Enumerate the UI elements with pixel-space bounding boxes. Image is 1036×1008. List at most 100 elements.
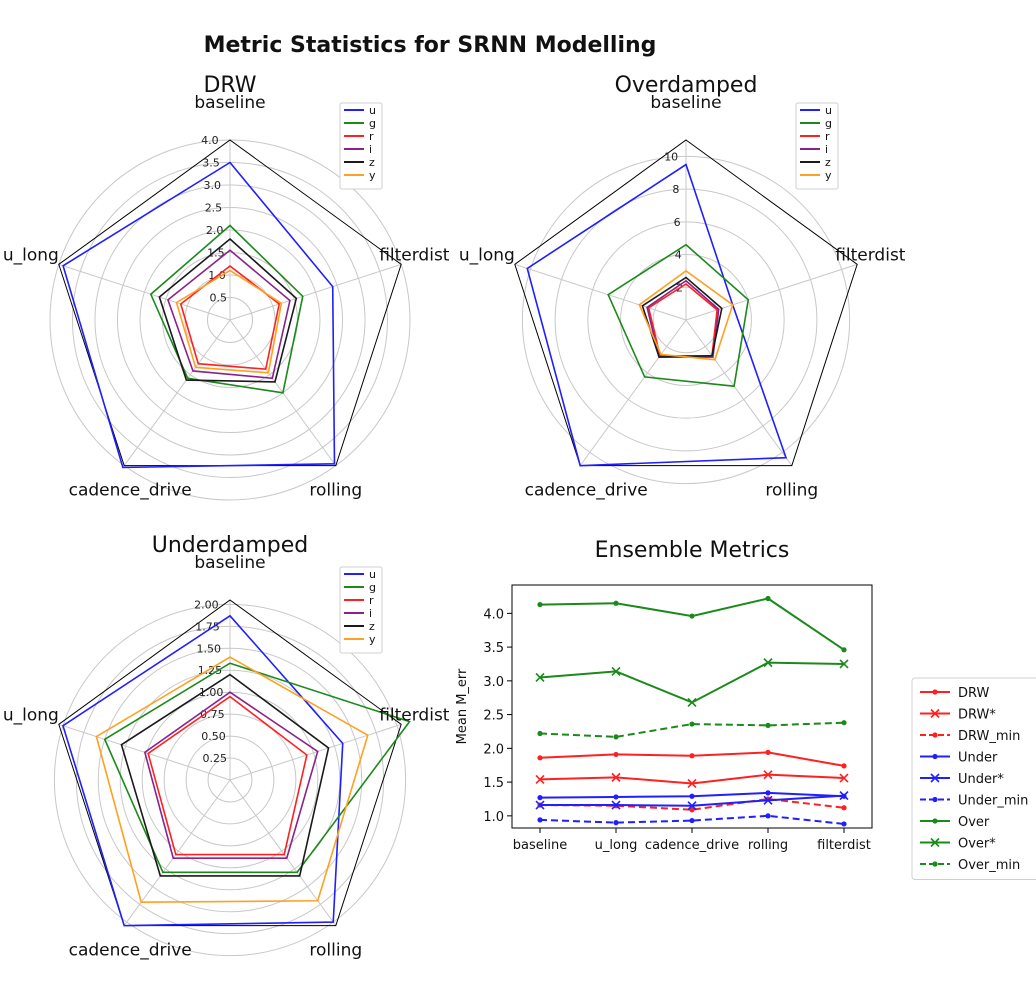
axis-label-baseline: baseline	[650, 93, 721, 113]
legend-box	[339, 102, 383, 190]
radial-tick-label: 6	[674, 216, 681, 229]
radial-tick-label: 3.0	[204, 179, 222, 192]
data-point	[613, 794, 619, 800]
legend-label-g: g	[369, 581, 376, 594]
axis-label-cadence_drive: cadence_drive	[69, 481, 192, 501]
legend: DRW DRW* DRW_min Under Under* Under_min Over Ov…	[911, 677, 1036, 880]
data-point-x	[763, 658, 773, 668]
chart-title: Underdamped	[152, 533, 309, 558]
data-point	[613, 600, 619, 606]
series-y-polygon	[638, 269, 734, 361]
legend-label-u: u	[369, 568, 376, 581]
data-point	[841, 720, 847, 726]
axis-label-filterdist: filterdist	[835, 245, 906, 265]
radial-tick-label: 4.0	[201, 134, 219, 147]
data-point	[689, 807, 695, 813]
data-point	[841, 805, 847, 811]
axis-label-u_long: u_long	[3, 705, 59, 725]
radial-tick-label: 10	[664, 150, 678, 163]
legend-label-i: i	[369, 143, 372, 156]
data-point	[689, 721, 695, 727]
data-point-x	[687, 778, 697, 789]
data-point-x	[839, 773, 849, 783]
legend-label: DRW	[958, 686, 990, 701]
series-line	[539, 721, 845, 738]
data-point	[689, 817, 695, 824]
legend-label-y: y	[369, 633, 376, 646]
series-i-polygon	[167, 249, 291, 380]
legend-label-g: g	[825, 117, 832, 130]
data-point-x	[535, 774, 545, 784]
series-g-polygon	[607, 243, 750, 388]
data-point-x	[763, 795, 773, 805]
legend-label-r: r	[825, 130, 830, 143]
data-point	[765, 595, 771, 602]
legend-marker	[932, 861, 938, 867]
x-tick-label: u_long	[595, 838, 638, 853]
legend-label: Under	[958, 751, 998, 766]
x-tick-label: cadence_drive	[645, 838, 739, 853]
series-y-polygon	[95, 656, 369, 903]
legend-label-y: y	[825, 169, 832, 182]
legend-marker	[932, 689, 938, 695]
series-Over_min	[537, 720, 847, 740]
radial-tick-label: 0.75	[200, 708, 225, 721]
legend-label-z: z	[825, 156, 831, 169]
series-line	[539, 661, 845, 704]
radial-tick-label: 8	[672, 183, 679, 196]
legend-label-z: z	[369, 156, 375, 169]
y-tick-label: 2.5	[483, 709, 504, 724]
radial-tick-label: 2.5	[205, 202, 223, 215]
axis-label-u_long: u_long	[3, 245, 59, 265]
data-point	[765, 813, 771, 819]
spoke-gridline	[123, 779, 231, 926]
data-point	[537, 755, 543, 761]
series-Under*	[535, 791, 849, 811]
y-axis-label: Mean M_err	[455, 668, 470, 744]
data-point	[613, 820, 619, 826]
legend-label: Over	[958, 815, 990, 830]
data-point	[689, 613, 695, 619]
series-i-polygon	[143, 691, 319, 859]
data-point-x	[611, 800, 621, 810]
legend-label-r: r	[369, 130, 374, 143]
x-tick-label: filterdist	[817, 838, 871, 853]
data-point	[537, 601, 543, 608]
legend-label-r: r	[369, 594, 374, 607]
axis-label-baseline: baseline	[194, 93, 265, 113]
plot-area-frame	[511, 584, 873, 829]
spoke-gridline	[685, 263, 858, 321]
y-tick-label: 3.5	[483, 641, 504, 656]
series-u-polygon	[62, 614, 344, 927]
series-DRW	[537, 749, 847, 769]
series-Under_min	[537, 813, 847, 827]
legend-box	[339, 566, 383, 654]
legend-label: Over*	[958, 837, 996, 852]
y-tick-label: 1.5	[483, 776, 504, 791]
series-z-polygon	[120, 673, 330, 877]
series-u-polygon	[526, 163, 788, 467]
series-g-polygon	[103, 662, 411, 874]
legend-marker	[932, 796, 938, 803]
radar-chart-drw: 0.51.01.52.02.53.03.54.0baselinefilterdi…	[3, 73, 450, 501]
axis-label-rolling: rolling	[765, 481, 818, 501]
radial-tick-label: 1.25	[198, 664, 223, 677]
spoke-gridline	[229, 779, 337, 926]
legend-marker-x	[930, 773, 940, 783]
series-g-polygon	[149, 224, 304, 394]
x-tick-label: rolling	[748, 838, 788, 853]
series-line	[539, 597, 845, 651]
spoke-gridline	[123, 319, 231, 466]
radar-frame	[58, 599, 402, 927]
axis-label-cadence_drive: cadence_drive	[525, 481, 648, 501]
radial-tick-label: 1.75	[195, 620, 220, 633]
data-point-x	[687, 697, 697, 708]
series-y-polygon	[175, 269, 283, 374]
spoke-gridline	[579, 319, 687, 466]
axis-label-baseline: baseline	[194, 553, 265, 573]
legend-marker	[932, 732, 938, 738]
legend-label: DRW*	[958, 708, 996, 723]
